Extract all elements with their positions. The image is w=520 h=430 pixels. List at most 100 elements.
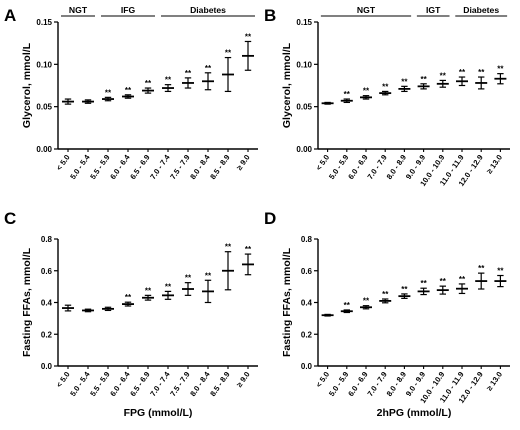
x-tick-label: 8.5 - 8.9 (208, 153, 231, 181)
error-bar (436, 79, 449, 88)
x-tick-label: ≥ 9.0 (235, 370, 252, 389)
group-label: Diabetes (463, 5, 499, 15)
y-axis-label: Glycerol, mmol/L (281, 42, 293, 128)
error-bar (142, 294, 154, 301)
error-bar (340, 309, 353, 314)
y-tick-label: 0.6 (301, 267, 313, 276)
significance-label: ** (497, 267, 504, 276)
y-tick-label: 0.4 (301, 299, 313, 308)
chart-panel-c: C 0.0 0.2 0.4 0.6 0.8 Fasting FFAs, mmol/L FPG … (4, 209, 258, 419)
y-tick-label: 0.00 (296, 145, 312, 154)
error-bar (494, 274, 507, 288)
chart-panel-d: D 0.0 0.2 0.4 0.6 0.8 Fasting FFAs, mmol/L 2hPG… (264, 209, 510, 419)
significance-label: ** (459, 275, 466, 284)
y-tick-label: 0.05 (36, 103, 52, 112)
y-tick-label: 0.8 (301, 235, 313, 244)
significance-label: ** (363, 87, 370, 96)
y-tick-label: 0.6 (41, 267, 53, 276)
group-label: IGT (426, 5, 441, 15)
y-tick-label: 0.0 (41, 362, 53, 371)
x-tick-label: ≥ 13.0 (485, 153, 504, 175)
error-bar (142, 87, 154, 94)
error-bar (494, 73, 507, 85)
significance-label: ** (344, 90, 351, 99)
significance-label: ** (205, 64, 212, 73)
y-tick-label: 0.4 (41, 299, 53, 308)
y-axis-label: Fasting FFAs, mmol/L (281, 247, 293, 357)
error-bar (82, 308, 94, 313)
error-bar (398, 293, 411, 299)
error-bar (456, 76, 468, 87)
error-bar (202, 72, 214, 91)
significance-label: ** (165, 282, 172, 291)
significance-label: ** (145, 79, 152, 88)
significance-label: ** (125, 293, 132, 302)
panel-letter: C (4, 209, 16, 228)
error-bar (321, 313, 334, 317)
error-bar (62, 304, 74, 312)
panel-letter: A (4, 6, 16, 25)
significance-label: ** (225, 49, 232, 58)
significance-label: ** (459, 68, 466, 77)
x-tick-label: ≥ 9.0 (235, 153, 252, 172)
error-bar (379, 90, 392, 96)
error-bar (417, 83, 430, 90)
y-tick-label: 0.00 (36, 145, 52, 154)
significance-label: ** (420, 279, 427, 288)
significance-label: ** (497, 65, 504, 74)
significance-label: ** (165, 76, 172, 85)
significance-label: ** (245, 32, 252, 41)
error-bar (102, 96, 114, 102)
error-bar (321, 101, 334, 105)
y-tick-label: 0.0 (301, 362, 313, 371)
significance-label: ** (440, 71, 447, 80)
error-bar (222, 251, 234, 291)
error-bar (417, 287, 430, 296)
error-bar (102, 306, 114, 312)
x-tick-label: < 5.0 (54, 153, 71, 172)
error-bar (82, 99, 94, 104)
significance-label: ** (185, 274, 192, 283)
error-bar (436, 285, 449, 295)
error-bar (182, 282, 194, 296)
error-bar (242, 40, 254, 71)
panel-letter: D (264, 209, 276, 228)
significance-label: ** (344, 301, 351, 310)
y-axis-label: Glycerol, mmol/L (21, 42, 33, 128)
significance-label: ** (125, 86, 132, 95)
error-bar (360, 305, 372, 310)
error-bar (122, 94, 134, 99)
significance-label: ** (478, 68, 485, 77)
error-bar (475, 76, 488, 90)
y-tick-label: 0.05 (296, 103, 312, 112)
group-label: NGT (69, 5, 88, 15)
x-tick-label: < 5.0 (314, 153, 331, 172)
significance-label: ** (401, 285, 408, 294)
x-tick-label: ≥ 13.0 (485, 370, 504, 392)
significance-label: ** (185, 69, 192, 78)
x-tick-label: 8.5 - 8.9 (208, 370, 231, 398)
y-tick-label: 0.8 (41, 235, 53, 244)
error-bar (242, 253, 254, 276)
significance-label: ** (245, 245, 252, 254)
x-tick-label: < 5.0 (54, 370, 71, 389)
error-bar (182, 77, 194, 89)
significance-label: ** (382, 82, 389, 91)
error-bar (202, 279, 214, 304)
y-axis-label: Fasting FFAs, mmol/L (21, 247, 33, 357)
significance-label: ** (225, 243, 232, 252)
significance-label: ** (363, 297, 370, 306)
error-bar (379, 298, 392, 304)
x-tick-label: < 5.0 (314, 370, 331, 389)
x-axis-label: FPG (mmol/L) (124, 407, 193, 419)
significance-label: ** (440, 277, 447, 286)
error-bar (475, 272, 488, 290)
error-bar (456, 283, 468, 295)
group-label: Diabetes (190, 5, 226, 15)
significance-label: ** (205, 271, 212, 280)
panel-letter: B (264, 6, 276, 25)
significance-label: ** (401, 77, 408, 86)
